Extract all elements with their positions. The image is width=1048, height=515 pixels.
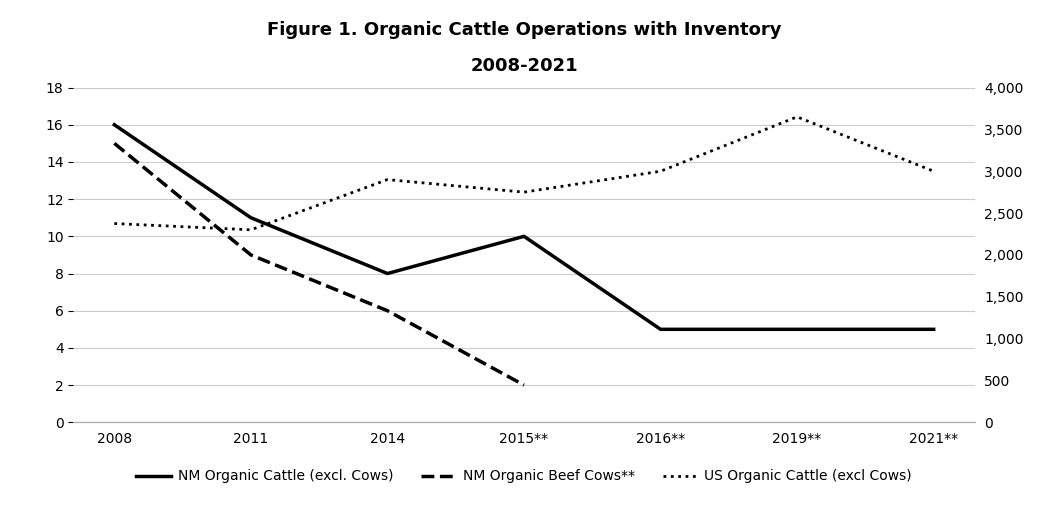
NM Organic Beef Cows** — [244, 252, 257, 258]
US Organic Cattle (excl Cows) — [654, 168, 667, 174]
NM Organic Cattle (excl. Cows) — [654, 326, 667, 332]
US Organic Cattle (excl Cows) — [244, 227, 257, 233]
Line: NM Organic Cattle (excl. Cows): NM Organic Cattle (excl. Cows) — [114, 125, 934, 329]
NM Organic Cattle (excl. Cows) — [518, 233, 530, 239]
Legend: NM Organic Cattle (excl. Cows), NM Organic Beef Cows**, US Organic Cattle (excl : NM Organic Cattle (excl. Cows), NM Organ… — [131, 464, 917, 489]
NM Organic Beef Cows** — [518, 382, 530, 388]
US Organic Cattle (excl Cows) — [381, 177, 394, 183]
Line: NM Organic Beef Cows**: NM Organic Beef Cows** — [114, 143, 524, 385]
NM Organic Cattle (excl. Cows) — [381, 270, 394, 277]
US Organic Cattle (excl Cows) — [108, 220, 121, 227]
Text: 2008-2021: 2008-2021 — [471, 57, 577, 75]
NM Organic Cattle (excl. Cows) — [927, 326, 940, 332]
NM Organic Cattle (excl. Cows) — [108, 122, 121, 128]
US Organic Cattle (excl Cows) — [518, 189, 530, 195]
NM Organic Cattle (excl. Cows) — [791, 326, 804, 332]
NM Organic Beef Cows** — [108, 140, 121, 146]
Line: US Organic Cattle (excl Cows): US Organic Cattle (excl Cows) — [114, 117, 934, 230]
US Organic Cattle (excl Cows) — [927, 168, 940, 174]
Text: Figure 1. Organic Cattle Operations with Inventory: Figure 1. Organic Cattle Operations with… — [267, 21, 781, 39]
US Organic Cattle (excl Cows) — [791, 114, 804, 120]
NM Organic Beef Cows** — [381, 307, 394, 314]
NM Organic Cattle (excl. Cows) — [244, 215, 257, 221]
